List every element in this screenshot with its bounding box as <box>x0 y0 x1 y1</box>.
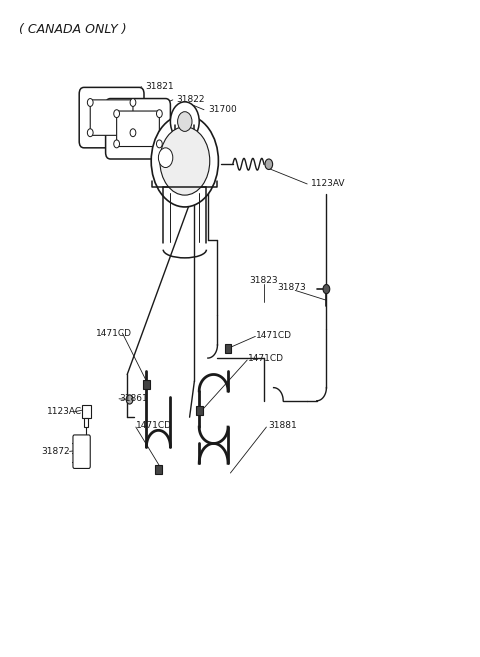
Text: 31700: 31700 <box>208 105 237 114</box>
Text: 31872: 31872 <box>41 447 70 456</box>
FancyBboxPatch shape <box>106 99 170 159</box>
Bar <box>143 380 150 389</box>
Circle shape <box>87 129 93 137</box>
Circle shape <box>130 129 136 137</box>
Circle shape <box>114 140 120 148</box>
Circle shape <box>170 102 199 141</box>
Text: 1471CD: 1471CD <box>256 330 292 340</box>
Bar <box>84 418 88 427</box>
Circle shape <box>87 99 93 106</box>
Circle shape <box>130 99 136 106</box>
Text: 31881: 31881 <box>268 420 297 430</box>
Circle shape <box>265 159 273 170</box>
Text: 31823: 31823 <box>250 276 278 285</box>
FancyBboxPatch shape <box>79 87 144 148</box>
Circle shape <box>156 110 162 118</box>
FancyBboxPatch shape <box>73 435 90 468</box>
Circle shape <box>178 112 192 131</box>
Circle shape <box>323 284 330 294</box>
Bar <box>196 406 203 415</box>
Text: 31822: 31822 <box>177 95 205 104</box>
Circle shape <box>126 395 133 404</box>
Circle shape <box>160 127 210 195</box>
Text: 1471CD: 1471CD <box>136 420 172 430</box>
Text: ( CANADA ONLY ): ( CANADA ONLY ) <box>19 23 127 36</box>
Bar <box>225 344 231 353</box>
FancyBboxPatch shape <box>90 100 133 135</box>
Circle shape <box>114 110 120 118</box>
Text: 1123AV: 1123AV <box>311 179 346 189</box>
FancyBboxPatch shape <box>117 111 159 147</box>
Text: 1471CD: 1471CD <box>248 353 284 363</box>
Text: 31873: 31873 <box>277 283 306 292</box>
Circle shape <box>156 140 162 148</box>
Circle shape <box>158 148 173 168</box>
Text: 1123AC: 1123AC <box>47 407 82 417</box>
Bar <box>82 405 91 418</box>
Bar <box>155 465 162 474</box>
Text: 31821: 31821 <box>145 82 174 91</box>
Circle shape <box>151 115 218 207</box>
Text: 31861: 31861 <box>119 394 148 403</box>
Text: 1471CD: 1471CD <box>96 328 132 338</box>
